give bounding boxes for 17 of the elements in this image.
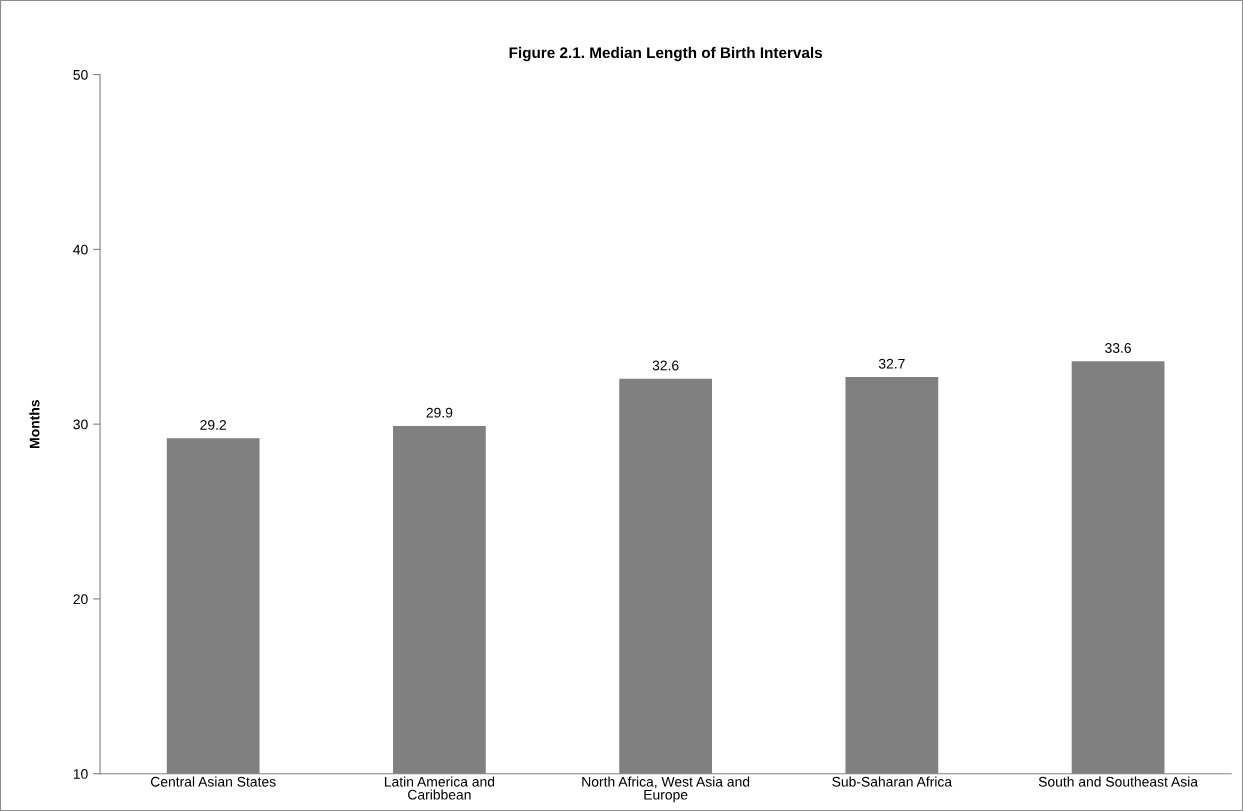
data-label: 32.7 [878, 358, 905, 369]
x-tick-label: Latin America and Caribbean [384, 776, 495, 800]
data-label: 33.6 [1105, 343, 1131, 353]
data-label: 29.2 [200, 420, 226, 430]
x-tick-label: Sub-Saharan Africa [832, 776, 953, 787]
chart-title: Figure 2.1. Median Length of Birth Intervals [509, 46, 823, 62]
data-label: 32.6 [652, 360, 679, 371]
y-tick-label: 10 [73, 769, 88, 779]
y-tick-label: 20 [73, 594, 88, 605]
x-tick-label: South and Southeast Asia [1038, 776, 1199, 787]
x-tick-label: Central Asian States [150, 776, 276, 787]
y-tick-label: 50 [73, 69, 88, 80]
y-tick-label: 40 [73, 244, 88, 255]
x-tick-label: North Africa, West Asia and Europe [582, 776, 750, 803]
y-axis-title: Months [29, 400, 40, 448]
data-label: 29.9 [426, 407, 453, 418]
y-tick-label: 30 [73, 419, 88, 430]
